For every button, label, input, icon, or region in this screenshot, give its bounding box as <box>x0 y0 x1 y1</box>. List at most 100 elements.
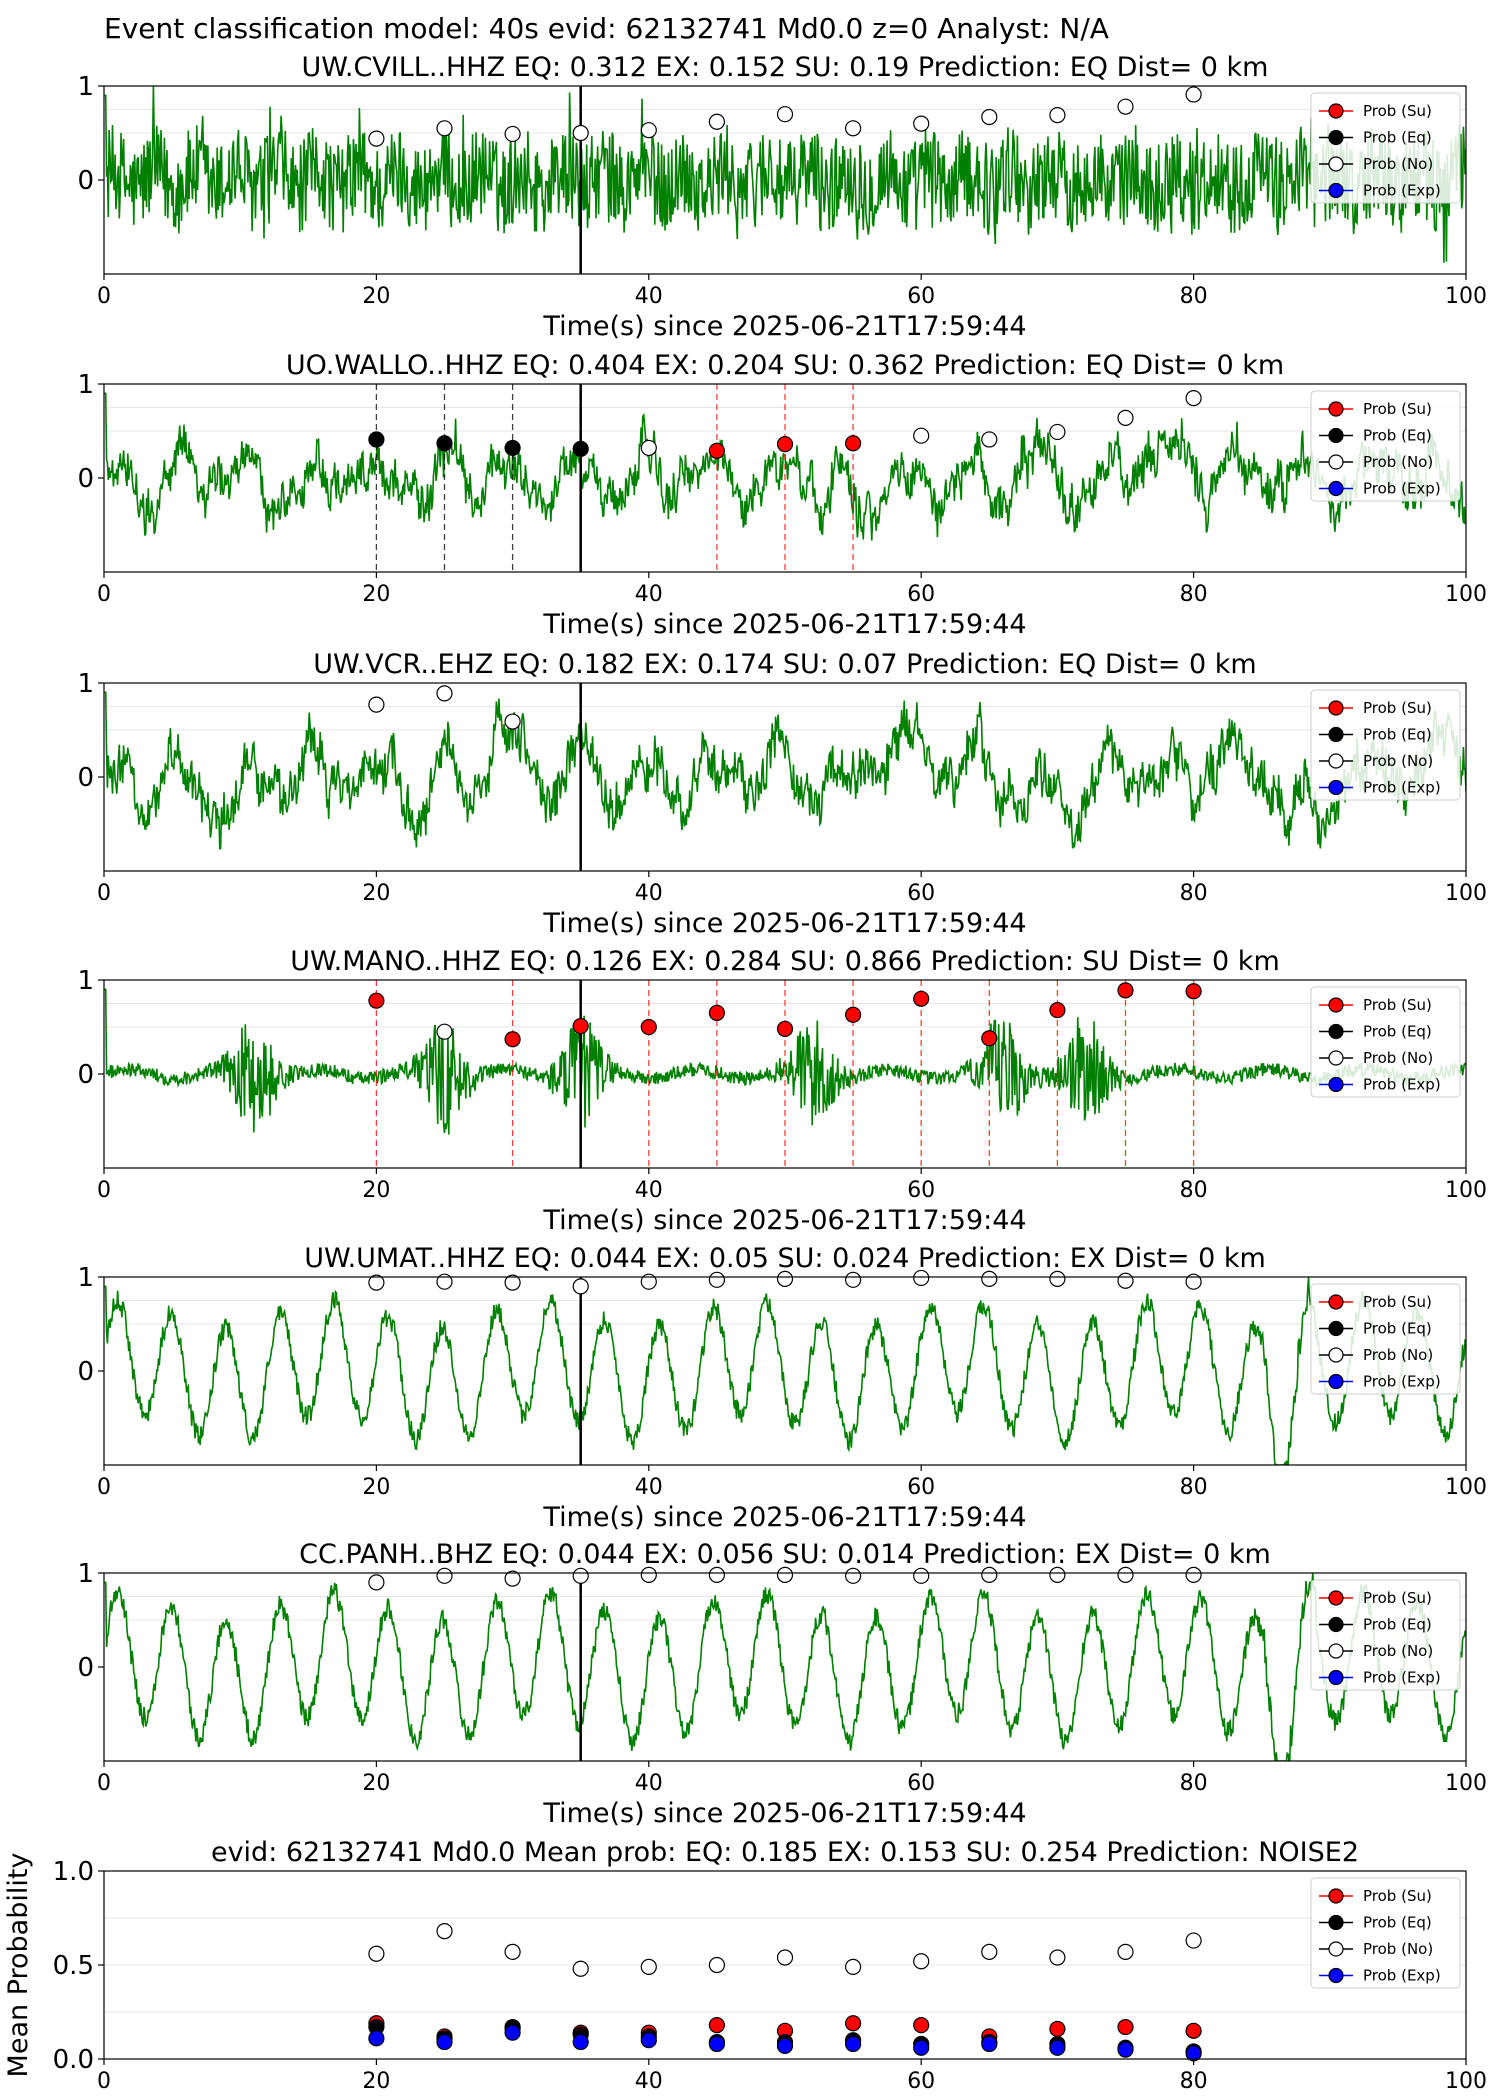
legend-marker <box>1328 401 1344 417</box>
legend-label: Prob (Exp) <box>1363 1373 1441 1391</box>
waveform-trace <box>104 1277 1466 1465</box>
legend-label: Prob (Exp) <box>1363 480 1441 498</box>
marker-probno <box>708 1271 726 1288</box>
marker-probno <box>1185 1566 1202 1583</box>
marker-probno <box>1185 86 1202 103</box>
marker-probno <box>1185 390 1202 407</box>
marker-probsu <box>913 2017 930 2034</box>
x-tick-label: 20 <box>362 1178 390 1203</box>
marker-probsu <box>1117 982 1134 999</box>
marker-probno <box>640 1273 657 1290</box>
legend-label: Prob (Exp) <box>1363 182 1441 200</box>
x-axis-label: Time(s) since 2025-06-21T17:59:44 <box>542 1798 1026 1829</box>
legend-label: Prob (Eq) <box>1363 1914 1432 1932</box>
marker-probno <box>981 1943 998 1960</box>
axes-frame <box>103 1276 1467 1466</box>
y-tick-label: 1 <box>77 1559 94 1589</box>
subplot-3: UW.VCR..EHZ EQ: 0.182 EX: 0.174 SU: 0.07… <box>77 649 1487 939</box>
marker-probno <box>572 1960 589 1977</box>
y-tick-label: 1 <box>77 370 94 400</box>
marker-probno <box>572 1567 589 1584</box>
x-tick-label: 100 <box>1445 881 1487 906</box>
marker-probsu <box>981 1030 998 1047</box>
marker-probno <box>1049 1566 1066 1583</box>
marker-probno <box>572 124 589 142</box>
marker-probsu <box>1049 2020 1066 2038</box>
marker-probsu <box>572 1017 589 1035</box>
marker-probsu <box>776 1020 794 1037</box>
marker-probexp <box>640 2032 657 2049</box>
y-tick-label: 1 <box>77 72 94 102</box>
legend-label: Prob (No) <box>1363 1049 1433 1067</box>
subplot-5: UW.UMAT..HHZ EQ: 0.044 EX: 0.05 SU: 0.02… <box>77 1243 1487 1533</box>
marker-probno <box>1049 423 1066 441</box>
y-tick-label: 0 <box>77 1060 94 1090</box>
marker-probsu <box>1049 1001 1066 1019</box>
marker-probno <box>913 1953 930 1970</box>
marker-probno <box>436 120 453 137</box>
y-tick-label: 1 <box>77 966 94 996</box>
marker-probno <box>436 1923 453 1940</box>
x-tick-label: 60 <box>907 881 935 906</box>
legend-box <box>1310 1877 1461 1989</box>
marker-probno <box>436 685 453 702</box>
legend-box <box>1310 986 1461 1098</box>
marker-probno <box>981 108 998 126</box>
legend-marker <box>1328 156 1344 172</box>
y-tick-label: 0 <box>77 166 94 196</box>
legend-label: Prob (Eq) <box>1363 1616 1432 1634</box>
waveform-trace <box>104 86 1466 263</box>
legend-label: Prob (Su) <box>1363 1589 1432 1607</box>
legend-marker <box>1328 454 1344 470</box>
subplot-title: UW.VCR..EHZ EQ: 0.182 EX: 0.174 SU: 0.07… <box>313 649 1256 680</box>
marker-probsu <box>1117 2018 1134 2036</box>
x-axis-label: Time(s) since 2025-06-21T17:59:44 <box>542 908 1026 939</box>
marker-probno <box>913 427 930 444</box>
legend-label: Prob (Su) <box>1363 400 1432 418</box>
marker-probno <box>436 1567 453 1584</box>
marker-probno <box>776 1270 794 1287</box>
legend-marker <box>1328 480 1344 497</box>
subplot-title: UW.CVILL..HHZ EQ: 0.312 EX: 0.152 SU: 0.… <box>302 52 1269 83</box>
legend-marker <box>1328 1643 1344 1659</box>
marker-probeq <box>368 431 385 448</box>
marker-probno <box>1117 409 1134 426</box>
y-tick-label: 0.5 <box>53 1951 94 1981</box>
subplot-6: CC.PANH..BHZ EQ: 0.044 EX: 0.056 SU: 0.0… <box>77 1539 1487 1829</box>
marker-probno <box>1117 1943 1134 1960</box>
x-tick-label: 80 <box>1180 284 1208 309</box>
y-tick-label: 1 <box>77 1263 94 1293</box>
legend-marker <box>1328 1347 1344 1363</box>
x-tick-label: 40 <box>635 582 663 607</box>
marker-probsu <box>640 1018 657 1036</box>
marker-probno <box>981 1270 998 1287</box>
marker-probno <box>844 120 862 137</box>
marker-probno <box>504 1943 521 1960</box>
legend-marker <box>1328 997 1344 1013</box>
marker-probno <box>913 115 930 132</box>
legend: Prob (Su) Prob (Eq) Prob (No) Prob (Exp) <box>1310 92 1461 204</box>
subplot-1: UW.CVILL..HHZ EQ: 0.312 EX: 0.152 SU: 0.… <box>77 52 1487 342</box>
axes-frame <box>103 1572 1467 1762</box>
x-tick-label: 100 <box>1445 284 1487 309</box>
waveform-trace <box>104 1573 1466 1761</box>
marker-probsu <box>708 2017 726 2034</box>
x-tick-label: 40 <box>635 1178 663 1203</box>
legend-label: Prob (Eq) <box>1363 427 1432 445</box>
marker-probno <box>708 1566 726 1583</box>
legend: Prob (Su) Prob (Eq) Prob (No) Prob (Exp) <box>1310 1877 1461 1989</box>
legend-marker <box>1328 129 1344 146</box>
marker-probno <box>913 1567 930 1584</box>
x-tick-label: 100 <box>1445 1475 1487 1500</box>
legend-marker <box>1328 1294 1344 1310</box>
legend-box <box>1310 1283 1461 1395</box>
marker-probno <box>640 1566 657 1583</box>
marker-probno <box>844 1271 862 1288</box>
marker-probsu <box>776 436 794 453</box>
marker-probexp <box>436 2033 453 2051</box>
x-tick-label: 0 <box>97 881 111 906</box>
legend: Prob (Su) Prob (Eq) Prob (No) Prob (Exp) <box>1310 689 1461 801</box>
legend-label: Prob (Su) <box>1363 1293 1432 1311</box>
legend-label: Prob (Exp) <box>1363 779 1441 797</box>
subplot-2: UO.WALLO..HHZ EQ: 0.404 EX: 0.204 SU: 0.… <box>77 350 1487 640</box>
